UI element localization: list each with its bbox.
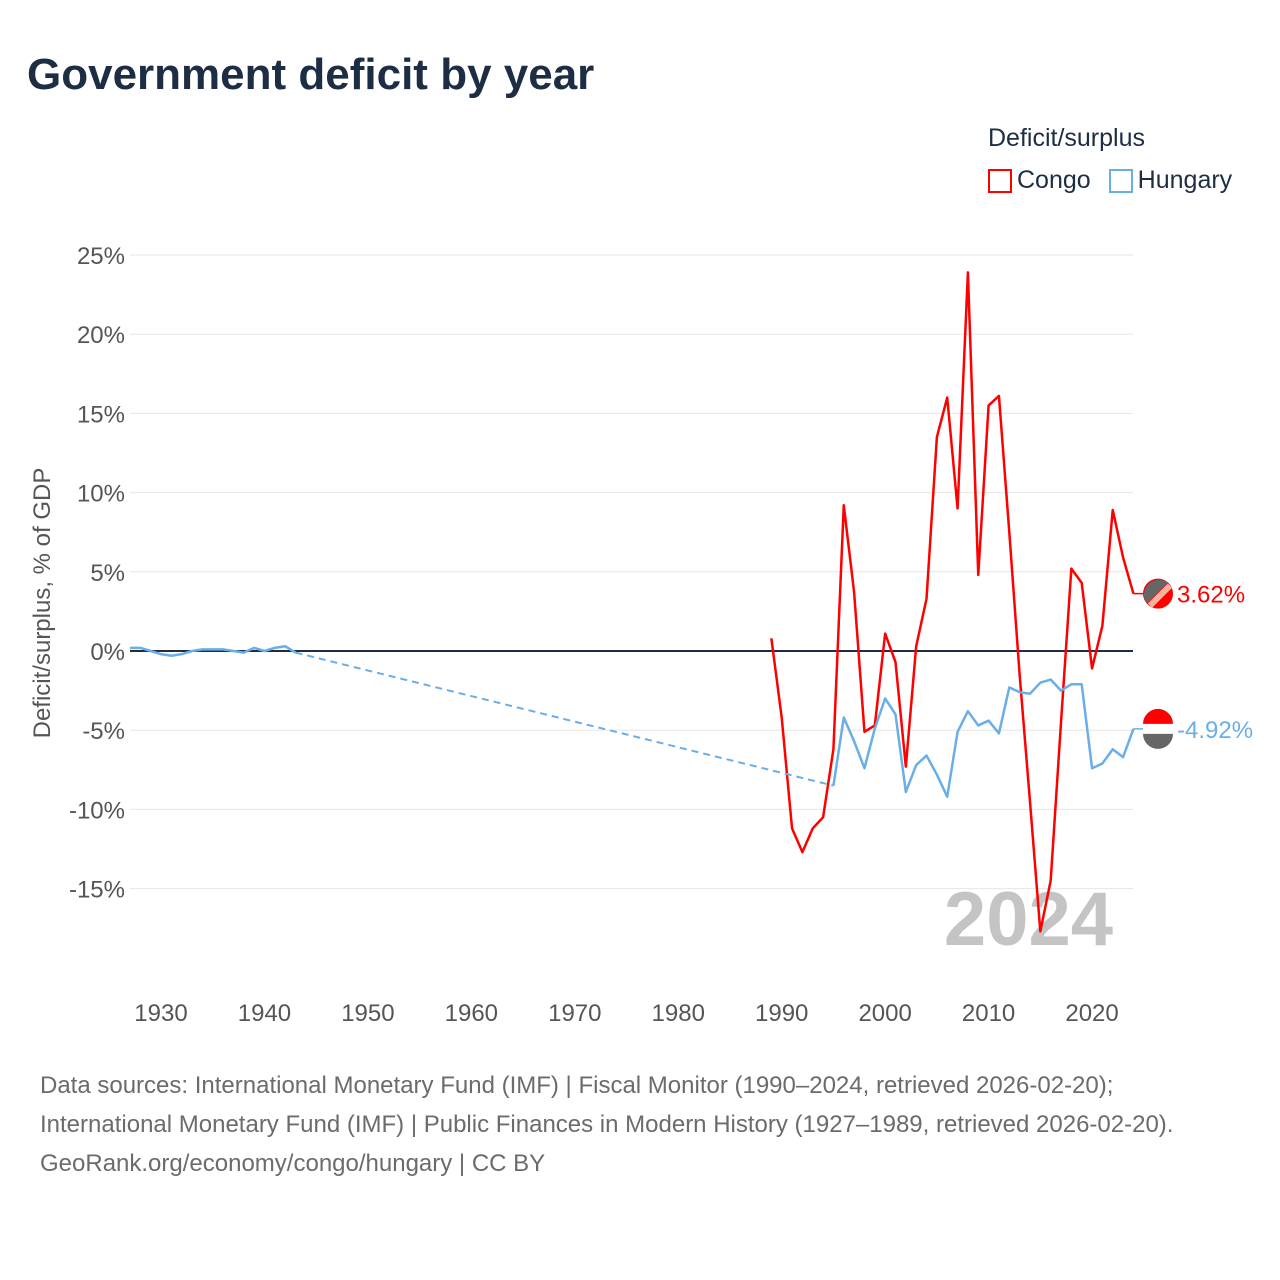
x-tick-label: 2000 (858, 1000, 911, 1027)
y-tick-label: -15% (69, 877, 125, 904)
credit-link[interactable]: GeoRank.org/economy/congo/hungary | CC B… (40, 1150, 546, 1177)
year-watermark: 2024 (944, 877, 1113, 962)
y-tick-label: 20% (77, 322, 125, 349)
legend: Congo Hungary (988, 166, 1232, 195)
series-line-hungary-dashed (295, 651, 834, 787)
end-label-congo: 3.62% (1177, 582, 1245, 609)
x-tick-label: 1950 (341, 1000, 394, 1027)
x-tick-label: 1930 (134, 1000, 187, 1027)
y-tick-label: 25% (77, 243, 125, 270)
footer: Data sources: International Monetary Fun… (40, 1066, 1240, 1183)
legend-item-congo[interactable]: Congo (988, 166, 1091, 195)
x-tick-label: 1980 (652, 1000, 705, 1027)
y-tick-label: 15% (77, 401, 125, 428)
legend-title: Deficit/surplus (988, 124, 1145, 152)
y-tick-label: 10% (77, 481, 125, 508)
y-tick-label: -10% (69, 797, 125, 824)
flag-icon-hungary-green (1143, 733, 1173, 749)
x-tick-label: 1960 (445, 1000, 498, 1027)
flag-icon-congo-part (1144, 579, 1168, 604)
x-tick-label: 2010 (962, 1000, 1015, 1027)
page-title: Government deficit by year (27, 50, 595, 99)
legend-label-congo: Congo (1017, 166, 1091, 194)
x-tick-label: 1970 (548, 1000, 601, 1027)
line-chart: 25% 20% 15% 10% 5% 0% -5% -10% -15% 1930 1940 1950 1… (29, 243, 1253, 1027)
y-tick-label: 0% (90, 639, 125, 666)
flag-icon-congo-stripe (1147, 583, 1173, 608)
legend-item-hungary[interactable]: Hungary (1108, 166, 1233, 195)
series-line-hungary (832, 678, 1135, 798)
y-axis-label: Deficit/surplus, % of GDP (29, 468, 56, 739)
y-tick-label: 5% (90, 560, 125, 587)
data-sources: Data sources: International Monetary Fun… (40, 1072, 1174, 1138)
legend-label-hungary: Hungary (1137, 166, 1233, 194)
x-tick-label: 2020 (1065, 1000, 1118, 1027)
legend-swatch-congo (988, 168, 1012, 193)
series-line-hungary (129, 644, 297, 658)
series-line-congo (770, 271, 1135, 933)
legend-swatch-hungary (1108, 168, 1133, 193)
end-label-hungary: -4.92% (1177, 717, 1253, 744)
x-tick-label: 1990 (755, 1000, 808, 1027)
flag-icon-hungary-red (1143, 708, 1173, 724)
x-tick-label: 1940 (238, 1000, 291, 1027)
y-tick-label: -5% (82, 718, 125, 745)
